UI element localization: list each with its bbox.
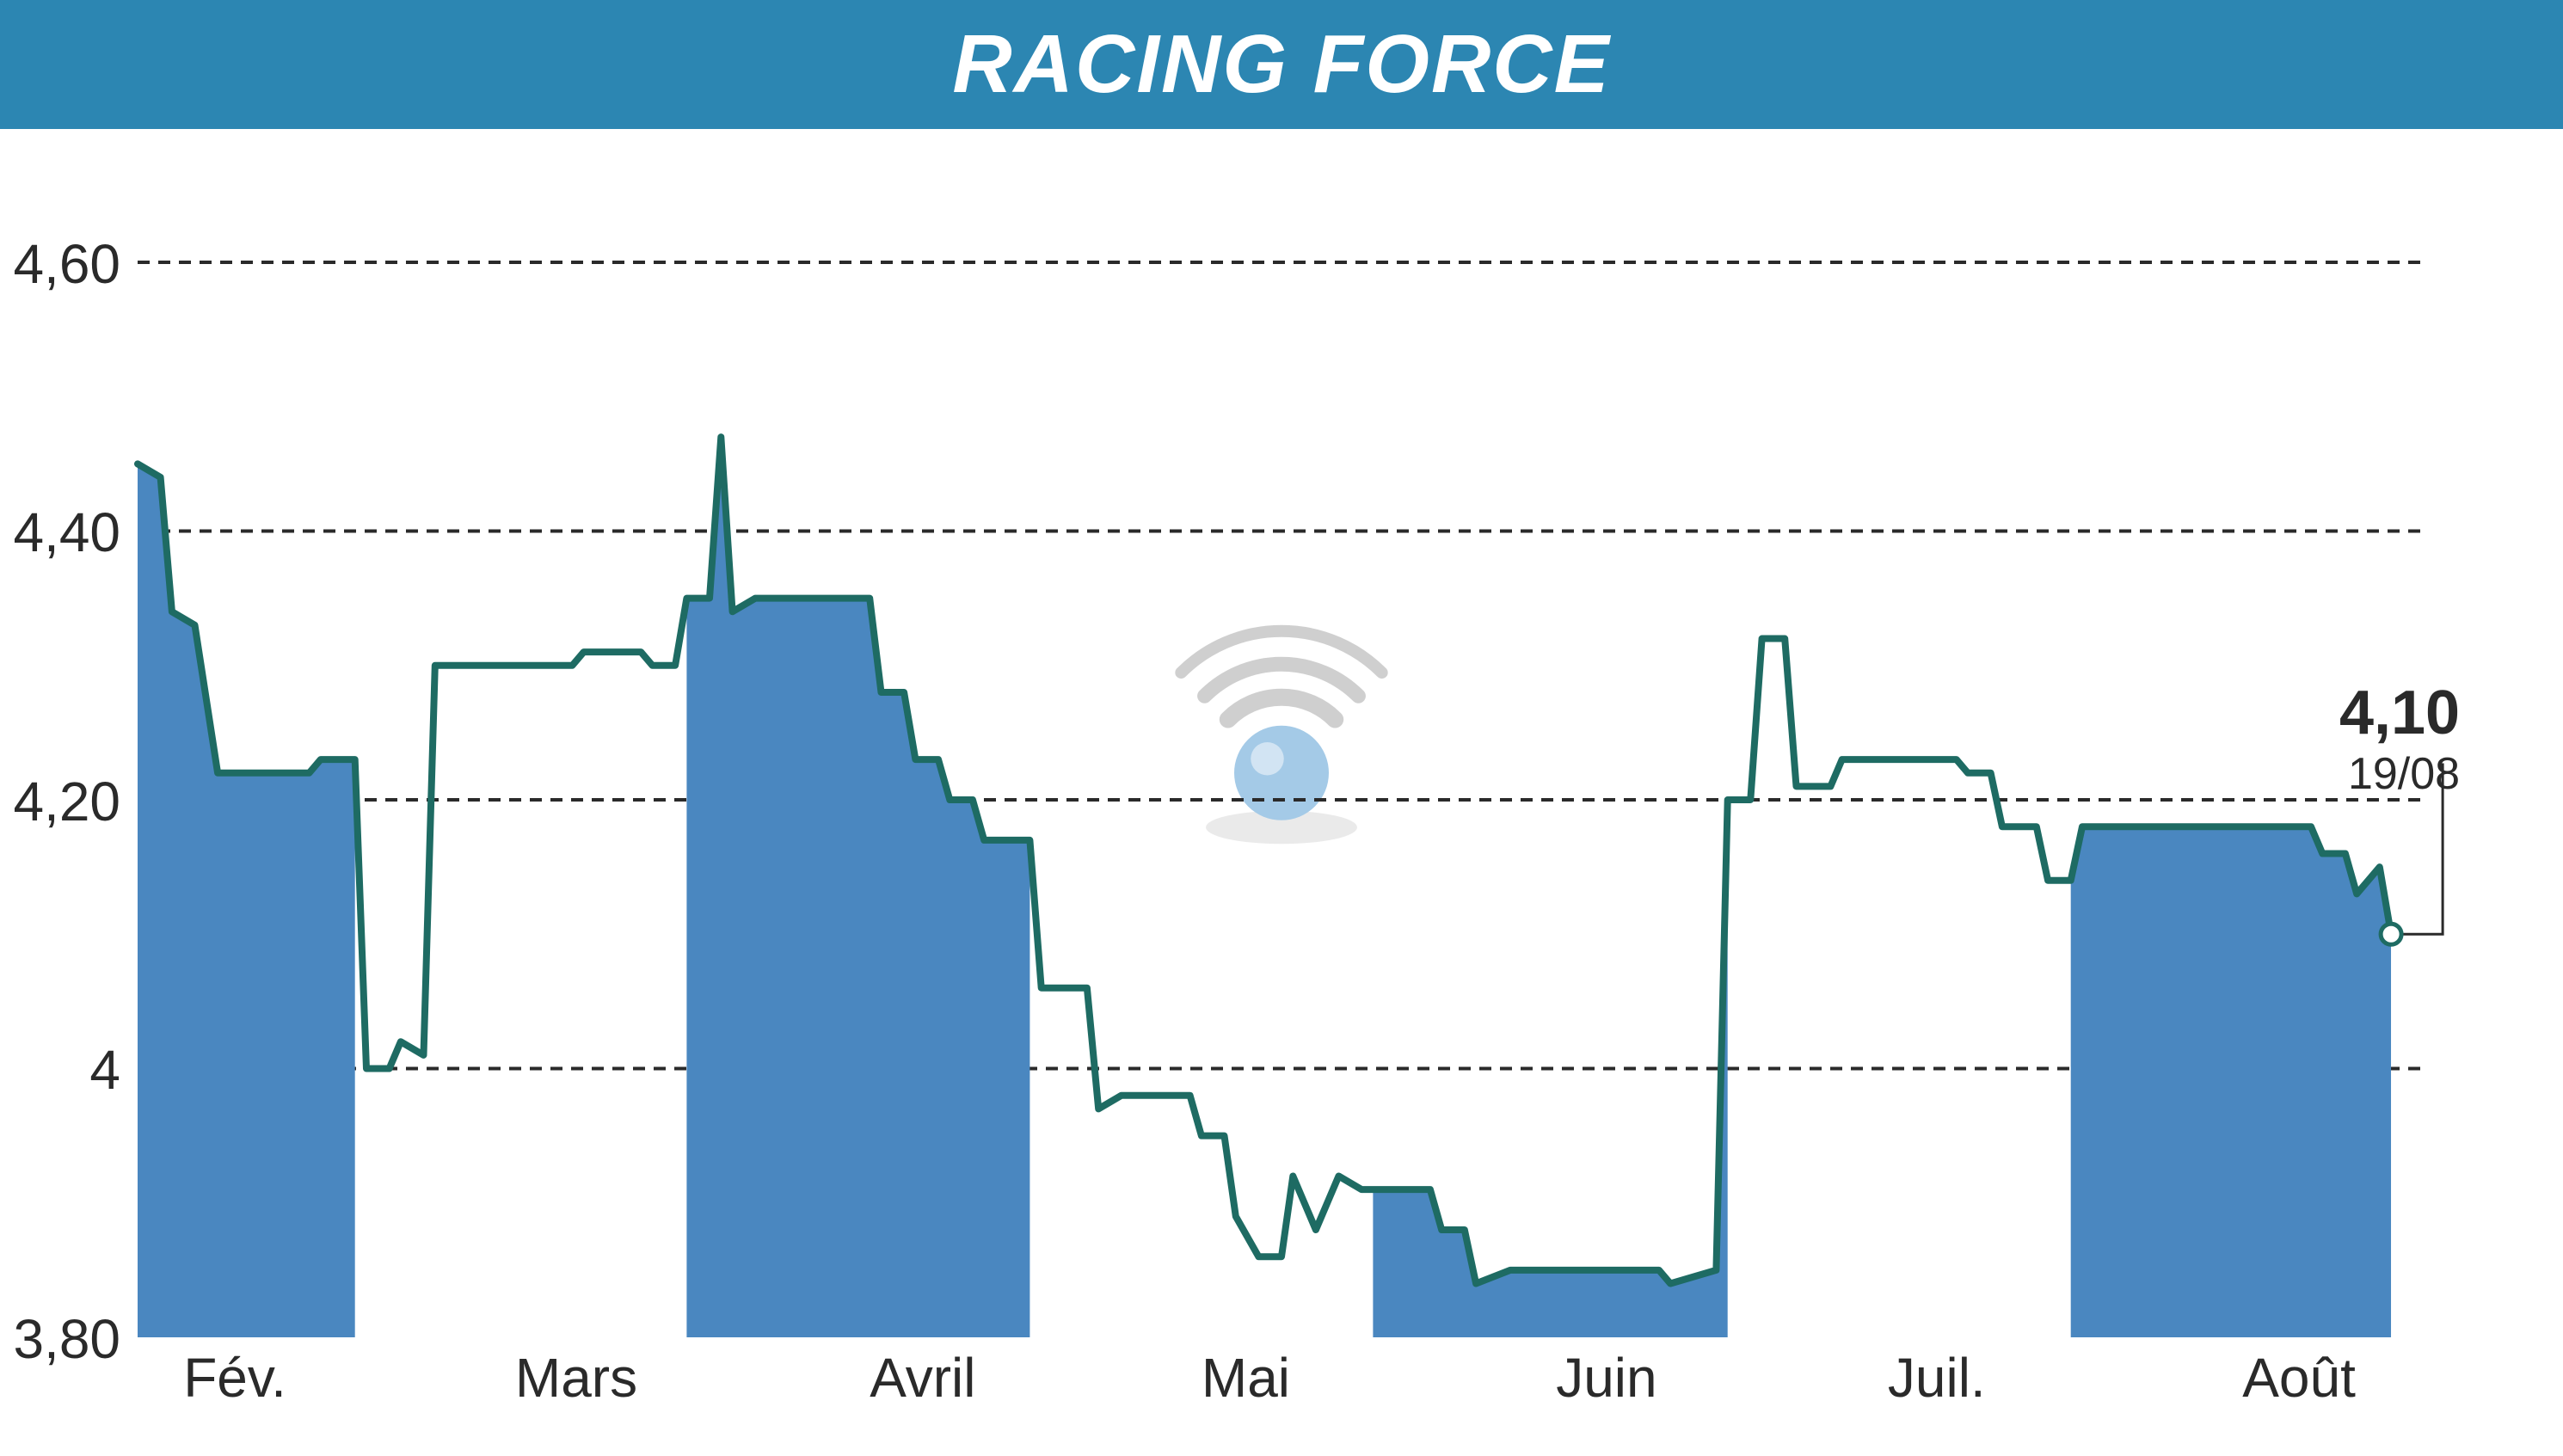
band-fill bbox=[138, 437, 2391, 1337]
chart-svg bbox=[0, 155, 2563, 1341]
x-axis-label: Avril bbox=[870, 1346, 975, 1410]
y-axis-label: 4,40 bbox=[0, 501, 120, 564]
x-axis-label: Août bbox=[2242, 1346, 2356, 1410]
end-marker bbox=[2381, 924, 2401, 944]
watermark-icon bbox=[1181, 631, 1381, 845]
y-axis-label: 3,80 bbox=[0, 1307, 120, 1371]
band-fill bbox=[138, 437, 2391, 1337]
x-axis-label: Juin bbox=[1556, 1346, 1656, 1410]
x-axis-label: Mars bbox=[515, 1346, 637, 1410]
band-fill bbox=[138, 437, 2391, 1337]
chart-area: 4,604,404,2043,80Fév.MarsAvrilMaiJuinJui… bbox=[0, 155, 2563, 1337]
last-date: 19/08 bbox=[2288, 748, 2460, 800]
price-line bbox=[138, 437, 2391, 1283]
chart-title: RACING FORCE bbox=[952, 18, 1610, 110]
x-axis-label: Juil. bbox=[1888, 1346, 1986, 1410]
y-axis-label: 4,20 bbox=[0, 770, 120, 833]
last-value: 4,10 bbox=[2339, 679, 2460, 747]
x-axis-label: Mai bbox=[1202, 1346, 1290, 1410]
y-axis-label: 4,60 bbox=[0, 232, 120, 296]
last-value-annotation: 4,1019/08 bbox=[2288, 678, 2460, 800]
band-fill bbox=[138, 437, 2391, 1337]
x-axis-label: Fév. bbox=[183, 1346, 286, 1410]
y-axis-label: 4 bbox=[0, 1038, 120, 1102]
chart-title-bar: RACING FORCE bbox=[0, 0, 2563, 129]
